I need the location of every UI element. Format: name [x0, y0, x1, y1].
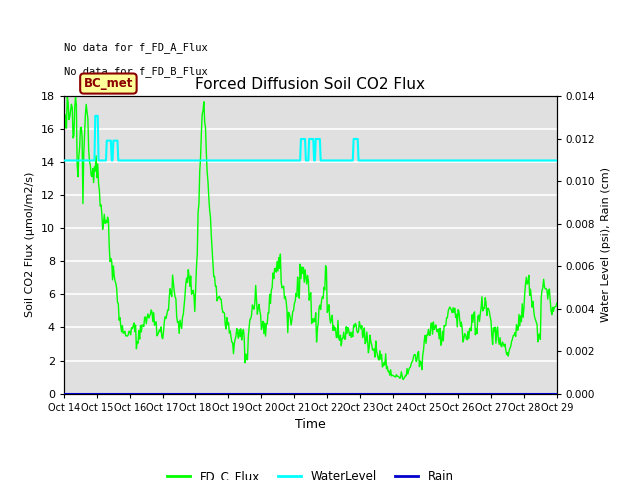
Title: Forced Diffusion Soil CO2 Flux: Forced Diffusion Soil CO2 Flux	[195, 77, 426, 92]
Legend: FD_C_Flux, WaterLevel, Rain: FD_C_Flux, WaterLevel, Rain	[162, 465, 459, 480]
Text: No data for f_FD_B_Flux: No data for f_FD_B_Flux	[64, 66, 208, 77]
Text: No data for f_FD_A_Flux: No data for f_FD_A_Flux	[64, 42, 208, 53]
X-axis label: Time: Time	[295, 418, 326, 431]
Y-axis label: Soil CO2 Flux (μmol/m2/s): Soil CO2 Flux (μmol/m2/s)	[26, 172, 35, 317]
Y-axis label: Water Level (psi), Rain (cm): Water Level (psi), Rain (cm)	[601, 168, 611, 322]
Text: BC_met: BC_met	[84, 77, 133, 90]
